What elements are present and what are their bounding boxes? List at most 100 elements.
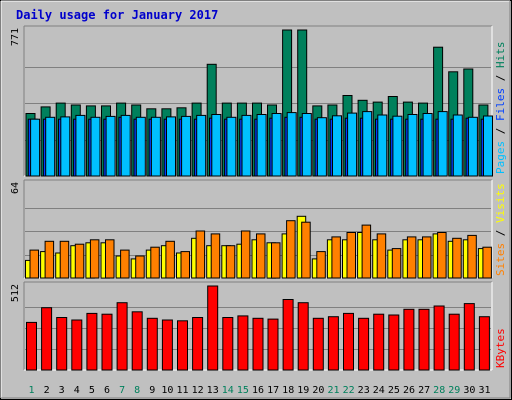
bar-kbytes-day-17 [267, 318, 279, 371]
bar-sites-day-7 [120, 249, 130, 279]
panel-2: 64 Sites / Visits [10, 179, 507, 279]
bar-sites-day-23 [361, 224, 372, 279]
panel-legend: Pages / Files / Hits [494, 42, 507, 175]
bar-pages-day-24 [377, 114, 388, 177]
x-tick-label-day-19: 19 [297, 385, 309, 396]
x-tick-label-day-12: 12 [192, 385, 204, 396]
bar-sites-day-2 [44, 240, 55, 279]
bar-sites-day-18 [286, 220, 296, 279]
bar-pages-day-26 [407, 114, 418, 177]
bar-sites-day-17 [271, 242, 281, 279]
bar-kbytes-day-29 [448, 313, 460, 371]
bar-sites-day-29 [452, 237, 462, 279]
panel-bars [25, 215, 492, 279]
bar-kbytes-day-30 [463, 303, 475, 371]
legend-entry-visits: Visits [494, 183, 507, 223]
x-tick-label-day-23: 23 [358, 385, 370, 396]
bar-kbytes-day-5 [86, 312, 98, 371]
x-tick-label-day-21: 21 [327, 385, 339, 396]
bar-kbytes-day-16 [252, 317, 264, 371]
x-tick-label-day-28: 28 [433, 385, 445, 396]
legend-entry-files: Files [494, 88, 507, 121]
bar-kbytes-day-25 [388, 314, 400, 371]
bar-kbytes-day-12 [192, 317, 204, 371]
bar-sites-day-1 [29, 249, 39, 279]
bar-pages-day-18 [286, 112, 297, 177]
bar-pages-day-20 [316, 117, 327, 177]
x-tick-label-day-10: 10 [161, 385, 173, 396]
bar-sites-day-8 [135, 255, 145, 279]
bar-sites-day-10 [165, 240, 175, 279]
bar-sites-day-5 [89, 239, 100, 279]
bar-sites-day-25 [391, 248, 402, 279]
bar-kbytes-day-6 [101, 313, 113, 371]
x-tick-label-day-22: 22 [343, 385, 355, 396]
x-tick-label-day-25: 25 [388, 385, 400, 396]
bar-pages-day-21 [332, 115, 342, 177]
bar-kbytes-day-1 [26, 321, 37, 371]
bar-sites-day-24 [376, 233, 387, 279]
x-tick-label-day-27: 27 [418, 385, 430, 396]
bar-kbytes-day-18 [282, 299, 294, 371]
panel-bars [25, 29, 493, 177]
bar-sites-day-9 [150, 246, 160, 279]
bar-kbytes-day-14 [222, 317, 234, 371]
x-tick-label-day-5: 5 [89, 385, 95, 396]
bar-sites-day-30 [467, 234, 477, 279]
bar-kbytes-day-9 [146, 317, 158, 371]
y-axis-max-label: 771 [10, 28, 21, 46]
x-tick-label-day-8: 8 [134, 385, 140, 396]
bar-pages-day-22 [347, 112, 358, 177]
bar-kbytes-day-8 [131, 311, 143, 371]
bar-pages-day-13 [211, 114, 222, 177]
bar-pages-day-10 [166, 116, 176, 177]
x-tick-label-day-17: 17 [267, 385, 279, 396]
bar-kbytes-day-10 [161, 319, 173, 371]
bar-sites-day-31 [482, 246, 492, 279]
bar-kbytes-day-2 [41, 307, 53, 371]
bar-pages-day-27 [422, 113, 433, 177]
x-tick-label-day-18: 18 [282, 385, 294, 396]
bar-sites-day-14 [225, 245, 236, 279]
bar-sites-day-16 [256, 233, 266, 279]
x-tick-label-day-3: 3 [59, 385, 65, 396]
bar-sites-day-22 [346, 232, 356, 279]
bar-kbytes-day-7 [116, 302, 128, 371]
bar-sites-day-28 [437, 232, 447, 279]
bar-kbytes-day-22 [343, 312, 354, 371]
bar-pages-day-8 [135, 116, 146, 177]
bar-kbytes-day-26 [403, 308, 415, 371]
bar-kbytes-day-4 [71, 319, 83, 371]
x-tick-label-day-2: 2 [44, 385, 50, 396]
x-tick-label-day-11: 11 [176, 385, 188, 396]
y-axis-max-label: 64 [10, 182, 21, 194]
bar-pages-day-9 [150, 116, 161, 177]
x-tick-label-day-16: 16 [252, 385, 264, 396]
x-tick-label-day-14: 14 [222, 385, 234, 396]
bar-pages-day-25 [392, 115, 403, 177]
bar-pages-day-17 [271, 113, 282, 177]
x-tick-label-day-13: 13 [207, 385, 219, 396]
panel-legend: KBytes [494, 328, 507, 368]
y-axis-max-label: 512 [10, 284, 21, 302]
bar-kbytes-day-11 [177, 320, 188, 371]
bar-sites-day-26 [406, 236, 417, 279]
panel-3: 512 KBytes [10, 281, 507, 371]
x-tick-label-day-1: 1 [28, 385, 34, 396]
legend-entry-sites: Sites [494, 243, 507, 276]
bar-pages-day-3 [60, 116, 71, 177]
x-tick-label-day-26: 26 [403, 385, 415, 396]
x-tick-label-day-9: 9 [149, 385, 155, 396]
bar-pages-day-19 [301, 113, 312, 177]
bar-sites-day-20 [316, 251, 326, 279]
bar-kbytes-day-3 [56, 317, 68, 371]
bar-kbytes-day-28 [433, 305, 445, 371]
bar-kbytes-day-15 [237, 315, 249, 371]
bar-sites-day-15 [240, 230, 251, 279]
bar-sites-day-4 [74, 243, 85, 279]
bar-pages-day-12 [196, 114, 207, 177]
bar-sites-day-13 [210, 233, 221, 279]
panel-1: 771 Pages / Files / Hits [10, 25, 507, 177]
